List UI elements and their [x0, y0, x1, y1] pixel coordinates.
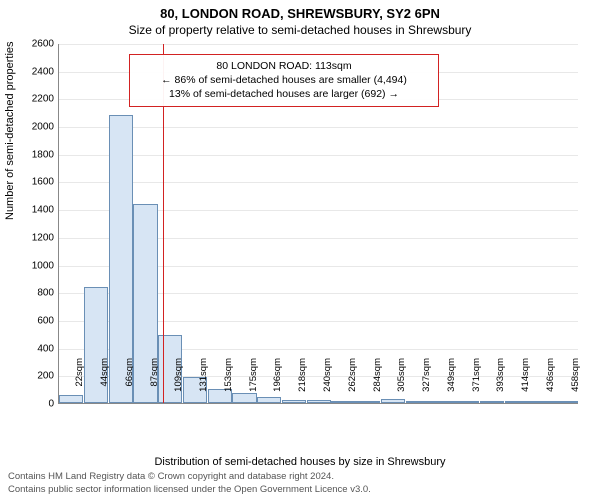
x-tick-label: 458sqm: [570, 358, 581, 408]
annotation-line: 13% of semi-detached houses are larger (…: [138, 87, 430, 101]
chart-area: 0200400600800100012001400160018002000220…: [58, 44, 578, 404]
y-tick-label: 800: [24, 288, 54, 299]
title-subtitle: Size of property relative to semi-detach…: [0, 23, 600, 37]
y-tick-label: 1600: [24, 177, 54, 188]
y-tick-label: 2600: [24, 39, 54, 50]
y-tick-label: 1400: [24, 205, 54, 216]
annotation-box: 80 LONDON ROAD: 113sqm← 86% of semi-deta…: [129, 54, 439, 107]
plot-area: 0200400600800100012001400160018002000220…: [58, 44, 578, 404]
footer-attribution: Contains HM Land Registry data © Crown c…: [8, 471, 371, 496]
annotation-line: 80 LONDON ROAD: 113sqm: [138, 59, 430, 73]
footer-line1: Contains HM Land Registry data © Crown c…: [8, 471, 371, 483]
y-tick-label: 2200: [24, 94, 54, 105]
y-tick-label: 600: [24, 315, 54, 326]
y-tick-label: 1800: [24, 149, 54, 160]
gridline: [59, 127, 578, 128]
title-address: 80, LONDON ROAD, SHREWSBURY, SY2 6PN: [0, 6, 600, 21]
y-tick-label: 2400: [24, 66, 54, 77]
footer-line2: Contains public sector information licen…: [8, 484, 371, 496]
x-axis-label: Distribution of semi-detached houses by …: [0, 456, 600, 468]
y-tick-label: 0: [24, 399, 54, 410]
y-axis-label: Number of semi-detached properties: [4, 41, 16, 220]
gridline: [59, 44, 578, 45]
gridline: [59, 182, 578, 183]
gridline: [59, 155, 578, 156]
y-tick-label: 2000: [24, 122, 54, 133]
y-tick-label: 1000: [24, 260, 54, 271]
y-tick-label: 1200: [24, 232, 54, 243]
title-block: 80, LONDON ROAD, SHREWSBURY, SY2 6PN Siz…: [0, 0, 600, 37]
annotation-line: ← 86% of semi-detached houses are smalle…: [138, 73, 430, 87]
y-tick-label: 400: [24, 343, 54, 354]
y-tick-label: 200: [24, 371, 54, 382]
